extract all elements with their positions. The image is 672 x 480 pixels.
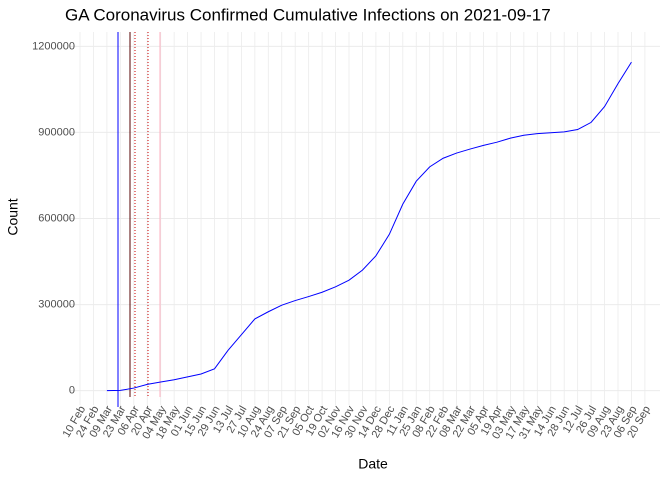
line (106, 61, 632, 392)
x-axis-title: Date (358, 456, 388, 472)
grid (70, 32, 660, 405)
reference-lines (117, 32, 161, 407)
y-axis-title: Count (5, 198, 21, 235)
y-tick-label: 0 (69, 385, 75, 397)
chart-title: GA Coronavirus Confirmed Cumulative Infe… (65, 5, 551, 24)
y-tick-label: 900000 (38, 126, 75, 138)
y-tick-label: 600000 (38, 212, 75, 224)
y-tick-label: 1200000 (32, 40, 75, 52)
y-tick-label: 300000 (38, 298, 75, 310)
